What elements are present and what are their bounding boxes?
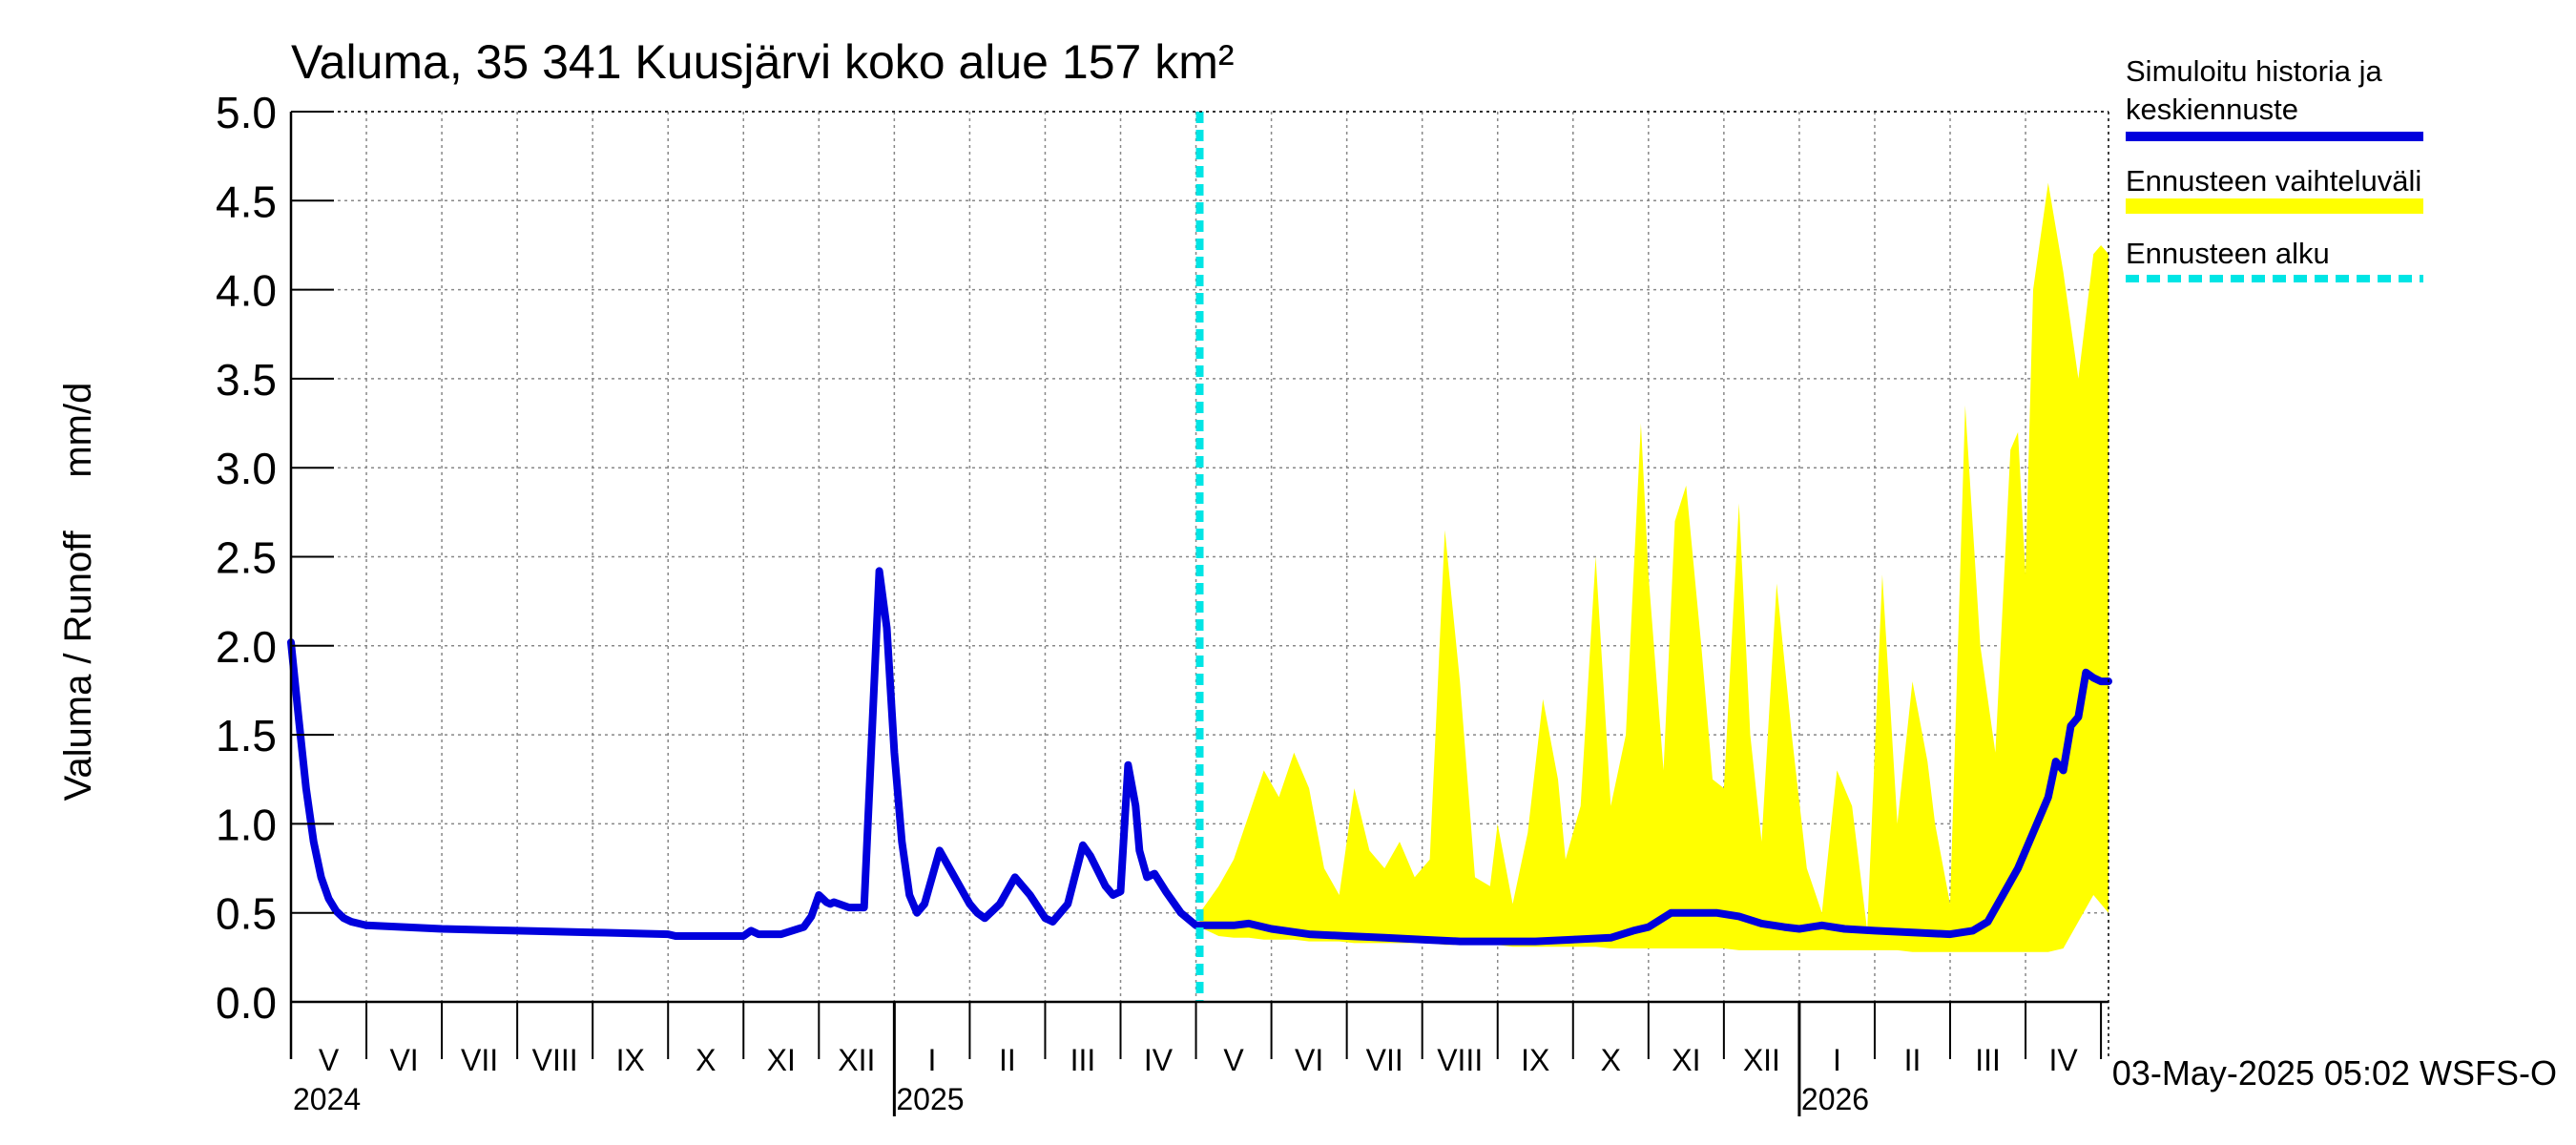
forecast-band-layer [1199,182,2109,952]
x-month-label: VI [389,1043,418,1077]
x-month-label: II [999,1043,1016,1077]
chart-title: Valuma, 35 341 Kuusjärvi koko alue 157 k… [291,35,1235,89]
legend-label-forecast-start: Ennusteen alku [2126,237,2330,270]
x-month-label: III [1975,1043,2001,1077]
x-month-label: X [696,1043,716,1077]
x-month-label: XI [767,1043,796,1077]
x-month-label: I [927,1043,936,1077]
legend-label-simulated-line1: Simuloitu historia ja [2126,54,2383,88]
y-tick-label: 4.5 [216,177,277,226]
y-tick-label: 3.5 [216,355,277,405]
x-month-label: V [319,1043,340,1077]
x-month-label: V [1223,1043,1244,1077]
x-month-label: XII [1743,1043,1780,1077]
legend: Simuloitu historia ja keskiennuste Ennus… [2126,54,2423,282]
y-tick-label: 0.5 [216,889,277,939]
x-month-label: VII [1366,1043,1403,1077]
x-month-label: IX [1521,1043,1549,1077]
x-month-label: I [1833,1043,1841,1077]
y-tick-label: 1.0 [216,800,277,849]
x-month-label: IX [616,1043,645,1077]
x-year-label: 2025 [896,1082,964,1116]
y-tick-label: 2.5 [216,533,277,583]
x-month-label: II [1904,1043,1922,1077]
x-axis: V VI VII VIII IX X XI XII I II III IV V VI VII VIII IX X X… [290,1002,2103,1116]
legend-label-band: Ennusteen vaihteluväli [2126,164,2421,198]
legend-label-simulated-line2: keskiennuste [2126,93,2298,126]
simulated-runoff-line [287,567,2112,946]
forecast-band-area [1199,182,2109,952]
x-month-label: XI [1672,1043,1700,1077]
x-year-label: 2026 [1801,1082,1869,1116]
timestamp-footer: 03-May-2025 05:02 WSFS-O [2111,1053,2557,1093]
x-month-label: VIII [532,1043,578,1077]
y-axis-label: Valuma / Runoff mm/d [57,383,99,802]
y-tick-label: 1.5 [216,711,277,760]
y-tick-label: 0.0 [216,978,277,1028]
x-year-label: 2024 [293,1082,361,1116]
x-month-label: VIII [1437,1043,1483,1077]
axes-frame [289,111,2109,1059]
y-axis: 0.0 0.5 1.0 1.5 2.0 2.5 3.0 3.5 4.0 4.5 5.0 [216,88,334,1028]
x-month-label: VII [461,1043,498,1077]
y-tick-label: 4.0 [216,266,277,316]
y-tick-label: 3.0 [216,444,277,493]
simulated-line-layer [287,112,2112,1002]
x-month-label: X [1601,1043,1621,1077]
y-tick-label: 2.0 [216,622,277,672]
x-month-label: III [1070,1043,1096,1077]
y-tick-label: 5.0 [216,88,277,137]
x-month-label: IV [1144,1043,1174,1077]
x-month-label: VI [1295,1043,1323,1077]
x-month-label: XII [838,1043,875,1077]
x-month-label: IV [2048,1043,2078,1077]
